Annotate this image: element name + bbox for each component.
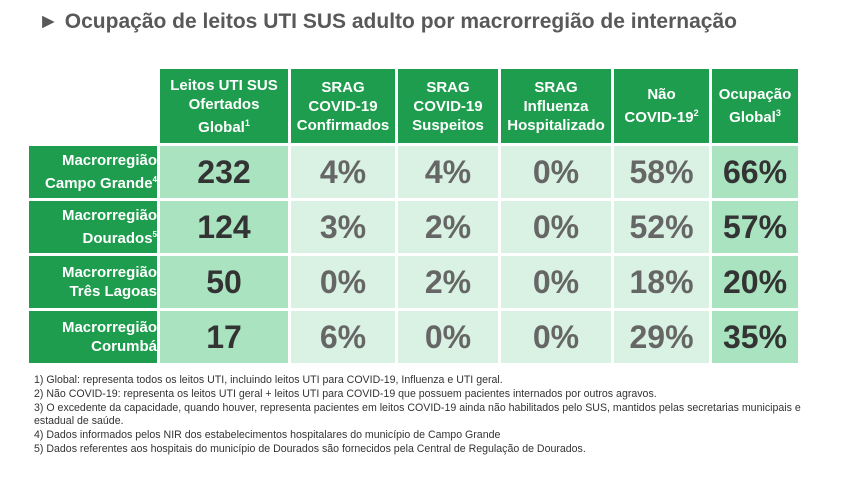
col-header-leitos: Leitos UTI SUS Ofertados Global1 [160, 69, 288, 143]
footnotes: 1) Global: representa todos os leitos UT… [34, 374, 834, 457]
col-header-line: Ocupação [718, 86, 792, 103]
cell-ocupacao-global: 57% [712, 201, 798, 253]
row-header-line: Macrorregião [61, 207, 157, 224]
col-header-ocupacao-global: Ocupação Global3 [712, 69, 798, 143]
cell-ocupacao-global: 35% [712, 311, 798, 363]
header-row: Leitos UTI SUS Ofertados Global1 SRAG CO… [29, 69, 798, 143]
row-header-line: Campo Grande [45, 175, 153, 192]
row-header-line: Corumbá [91, 338, 157, 355]
table-row: Macrorregião Campo Grande4 232 4% 4% 0% 5… [29, 146, 798, 198]
row-header-line: Três Lagoas [69, 283, 157, 300]
row-header-dourados: Macrorregião Dourados5 [29, 201, 157, 253]
col-header-line: Influenza [523, 97, 589, 115]
corner-cell [29, 69, 157, 143]
footnote-ref: 3 [775, 108, 781, 118]
cell-nao-covid: 18% [614, 256, 709, 308]
row-header-line: Macrorregião [61, 319, 157, 336]
footnote: 4) Dados informados pelos NIR dos estabe… [34, 429, 501, 442]
cell-nao-covid: 52% [614, 201, 709, 253]
col-header-line: COVID-19 [308, 97, 378, 115]
col-header-line: Global [198, 118, 245, 136]
cell-srag-confirmados: 6% [291, 311, 395, 363]
footnote-ref: 5 [152, 230, 157, 239]
col-header-srag-confirmados: SRAG COVID-19 Confirmados [291, 69, 395, 143]
cell-nao-covid: 58% [614, 146, 709, 198]
cell-srag-suspeitos: 4% [398, 146, 498, 198]
col-header-line: Hospitalizado [507, 116, 605, 134]
col-header-line: SRAG [426, 78, 470, 96]
footnote-ref: 4 [152, 175, 157, 184]
footnote-ref: 2 [693, 108, 699, 118]
col-header-line: Leitos UTI SUS [170, 76, 278, 94]
cell-leitos: 17 [160, 311, 288, 363]
table-row: Macrorregião Corumbá 17 6% 0% 0% 29% 35% [29, 311, 798, 363]
cell-srag-suspeitos: 0% [398, 311, 498, 363]
col-header-srag-influenza: SRAG Influenza Hospitalizado [501, 69, 611, 143]
cell-leitos: 50 [160, 256, 288, 308]
cell-ocupacao-global: 66% [712, 146, 798, 198]
col-header-line: COVID-19 [413, 97, 483, 115]
triangle-right-icon: ► [38, 10, 59, 33]
col-header-line: SRAG [534, 78, 578, 96]
cell-srag-influenza: 0% [501, 146, 611, 198]
footnote-ref: 1 [244, 117, 250, 128]
cell-leitos: 124 [160, 201, 288, 253]
footnote: 1) Global: representa todos os leitos UT… [34, 374, 503, 386]
row-header-corumba: Macrorregião Corumbá [29, 311, 157, 363]
cell-nao-covid: 29% [614, 311, 709, 363]
col-header-line: SRAG [321, 78, 365, 96]
col-header-srag-suspeitos: SRAG COVID-19 Suspeitos [398, 69, 498, 143]
row-header-campo-grande: Macrorregião Campo Grande4 [29, 146, 157, 198]
row-header-line: Macrorregião [61, 264, 157, 281]
row-header-line: Dourados [82, 230, 153, 247]
title-text: Ocupação de leitos UTI SUS adulto por ma… [64, 10, 737, 33]
col-header-line: Ofertados [188, 95, 260, 113]
cell-ocupacao-global: 20% [712, 256, 798, 308]
page-title: ► Ocupação de leitos UTI SUS adulto por m… [38, 10, 737, 34]
cell-leitos: 232 [160, 146, 288, 198]
table-row: Macrorregião Três Lagoas 50 0% 2% 0% 18% … [29, 256, 798, 308]
footnote: 3) O excedente da capacidade, quando hou… [34, 401, 801, 428]
table-row: Macrorregião Dourados5 124 3% 2% 0% 52% 5… [29, 201, 798, 253]
occupancy-table: Leitos UTI SUS Ofertados Global1 SRAG CO… [26, 66, 801, 366]
col-header-line: Suspeitos [412, 116, 484, 134]
cell-srag-confirmados: 4% [291, 146, 395, 198]
footnote: 5) Dados referentes aos hospitais do mun… [34, 442, 586, 455]
row-header-tres-lagoas: Macrorregião Três Lagoas [29, 256, 157, 308]
cell-srag-confirmados: 3% [291, 201, 395, 253]
cell-srag-suspeitos: 2% [398, 256, 498, 308]
footnote: 2) Não COVID-19: representa os leitos UT… [34, 387, 657, 400]
col-header-line: Não [647, 86, 676, 103]
cell-srag-influenza: 0% [501, 256, 611, 308]
cell-srag-influenza: 0% [501, 201, 611, 253]
row-header-line: Macrorregião [61, 152, 157, 169]
col-header-line: Global [729, 109, 776, 126]
col-header-line: COVID-19 [624, 109, 694, 126]
cell-srag-influenza: 0% [501, 311, 611, 363]
col-header-nao-covid: Não COVID-192 [614, 69, 709, 143]
cell-srag-suspeitos: 2% [398, 201, 498, 253]
col-header-line: Confirmados [296, 116, 390, 134]
cell-srag-confirmados: 0% [291, 256, 395, 308]
